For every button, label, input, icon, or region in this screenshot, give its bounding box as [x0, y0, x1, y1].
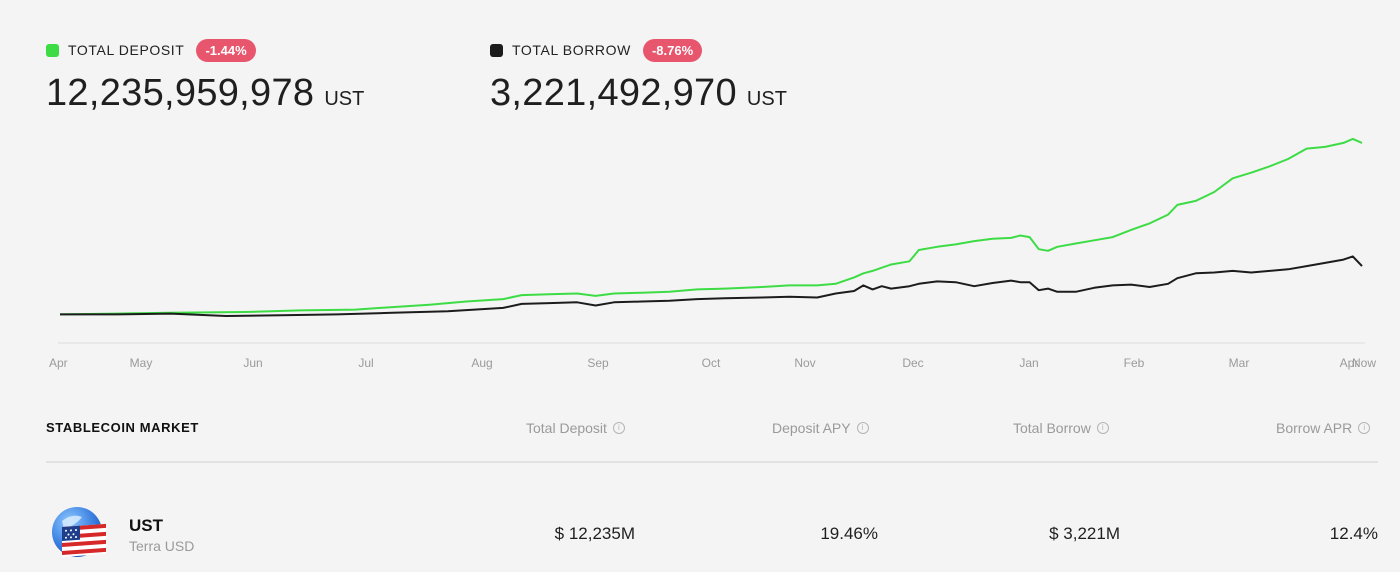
x-tick-label: Mar	[1229, 356, 1250, 370]
col-total-borrow-label: Total Borrow	[1013, 420, 1091, 436]
x-tick-label: Jul	[358, 356, 373, 370]
col-total-borrow: Total Borrow i	[1013, 420, 1109, 436]
deposit-borrow-chart[interactable]: Apr May Jun Jul Aug Sep Oct Nov Dec Jan Feb Mar AprN…	[0, 130, 1400, 380]
x-tick-label: Dec	[902, 356, 923, 370]
x-tick-label: Apr	[1340, 356, 1359, 370]
row-total-deposit: $ 12,235M	[554, 524, 635, 543]
total-deposit-value: 12,235,959,978	[46, 72, 315, 114]
deposit-series-line	[59, 137, 1363, 316]
info-icon[interactable]: i	[1358, 422, 1371, 434]
info-icon[interactable]: i	[856, 422, 869, 434]
col-borrow-apr: Borrow APR i	[1276, 420, 1371, 436]
deposit-change-badge: -1.44%	[196, 38, 256, 62]
total-deposit-stat: TOTAL DEPOSIT -1.44% 12,235,959,978 UST	[46, 38, 364, 115]
row-total-borrow: $ 3,221M	[1049, 524, 1120, 543]
x-tick-label: Feb	[1124, 356, 1145, 370]
x-tick-label: Jun	[243, 356, 262, 370]
coin-symbol: UST	[129, 516, 163, 535]
deposit-legend-swatch	[46, 43, 59, 57]
info-icon[interactable]: i	[612, 422, 625, 434]
x-tick-label: Sep	[587, 356, 609, 370]
x-tick-label: Now	[1352, 356, 1376, 370]
x-tick-label: Oct	[702, 356, 721, 370]
col-deposit-apy: Deposit APY i	[772, 420, 869, 436]
x-tick-label: May	[130, 356, 153, 370]
stablecoin-market-title: STABLECOIN MARKET	[46, 420, 199, 435]
total-borrow-value: 3,221,492,970	[490, 72, 737, 114]
x-tick-label: Apr	[49, 356, 68, 370]
total-deposit-label: TOTAL DEPOSIT	[68, 42, 185, 58]
x-tick-label: Nov	[794, 356, 815, 370]
borrow-series-line	[60, 255, 1363, 317]
ust-coin-icon	[52, 507, 106, 557]
x-tick-label: Jan	[1019, 356, 1038, 370]
col-total-deposit-label: Total Deposit	[526, 420, 607, 436]
borrow-change-badge: -8.76%	[642, 38, 703, 62]
info-icon[interactable]: i	[1096, 422, 1109, 434]
row-borrow-apr: 12.4%	[1329, 524, 1378, 543]
col-total-deposit: Total Deposit i	[526, 420, 625, 436]
x-tick-label: Aug	[471, 356, 492, 370]
col-deposit-apy-label: Deposit APY	[772, 420, 851, 436]
total-borrow-stat: TOTAL BORROW -8.76% 3,221,492,970 UST	[490, 38, 787, 115]
col-borrow-apr-label: Borrow APR	[1276, 420, 1353, 436]
market-header: STABLECOIN MARKET Total Deposit i Deposi…	[0, 420, 1400, 440]
table-divider	[46, 461, 1378, 463]
borrow-legend-swatch	[490, 43, 503, 57]
row-deposit-apy: 19.46%	[820, 524, 878, 543]
table-row-ust[interactable]: UST Terra USD $ 12,235M 19.46% $ 3,221M …	[0, 500, 1400, 572]
total-borrow-unit: UST	[746, 88, 787, 110]
total-deposit-unit: UST	[324, 88, 365, 110]
coin-name: Terra USD	[129, 538, 195, 554]
total-borrow-label: TOTAL BORROW	[512, 42, 631, 58]
